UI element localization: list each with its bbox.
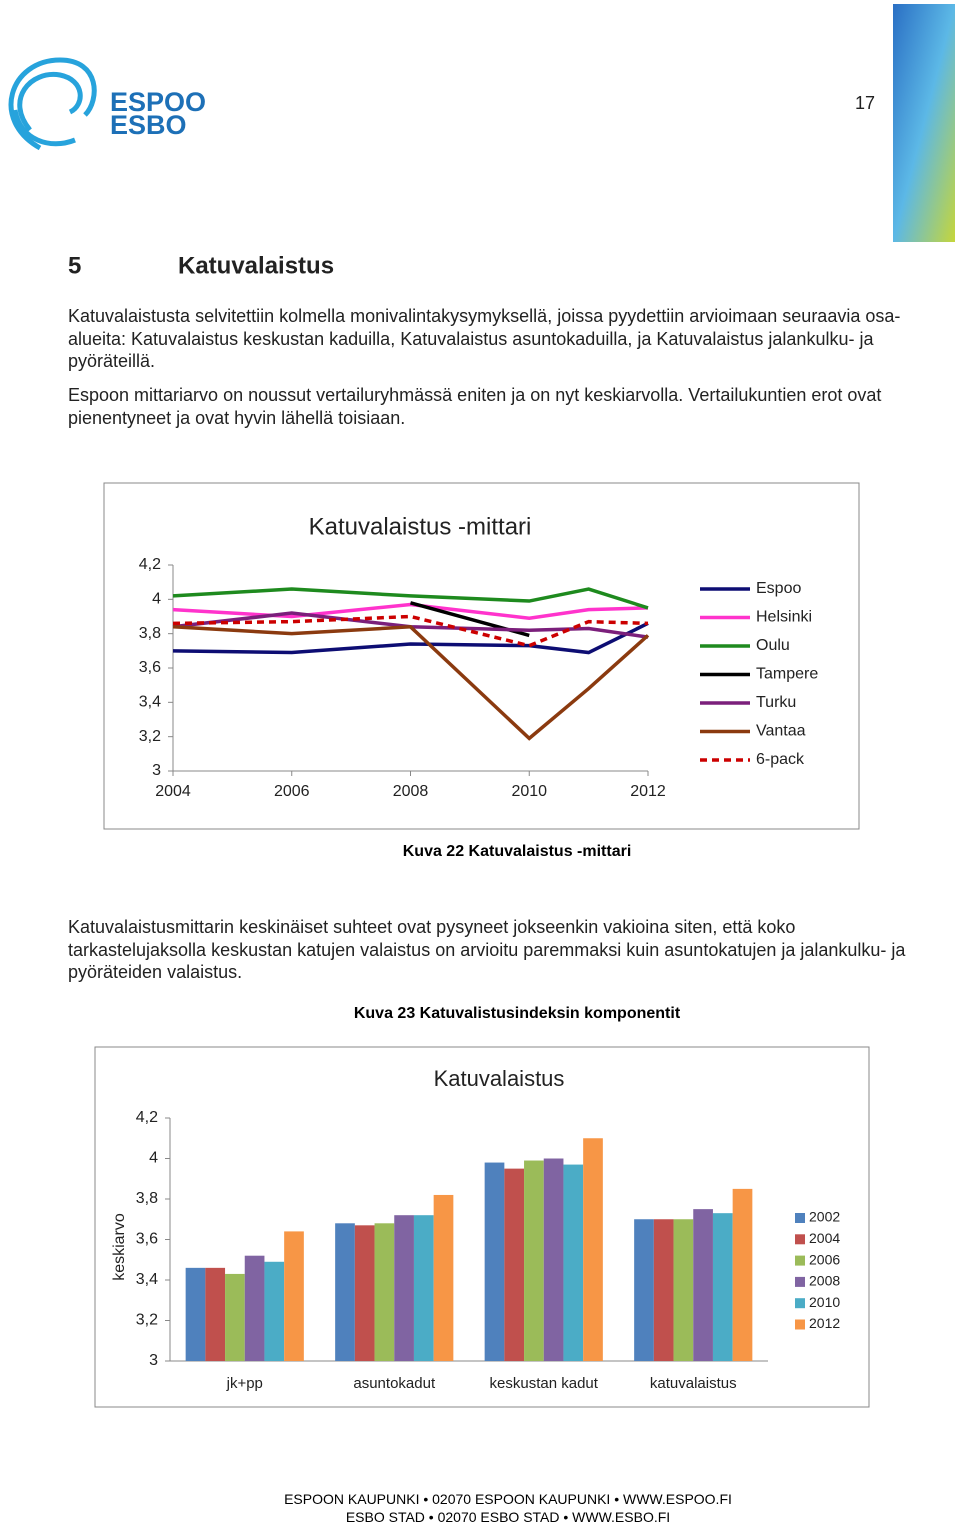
- header-image: [893, 4, 955, 242]
- bar: [374, 1223, 395, 1361]
- bar: [653, 1219, 674, 1361]
- y-tick-label: 3,8: [136, 1190, 158, 1207]
- bar: [264, 1261, 285, 1361]
- bar: [543, 1158, 564, 1361]
- y-tick-label: 3,6: [136, 1231, 158, 1248]
- legend-label: Turku: [756, 694, 796, 711]
- legend-swatch: [795, 1213, 805, 1223]
- legend-label: Vantaa: [756, 723, 806, 740]
- legend-label: 6-pack: [756, 751, 805, 768]
- y-axis-label: keskiarvo: [111, 1213, 128, 1281]
- y-tick-label: 3: [152, 762, 161, 779]
- legend-swatch: [795, 1234, 805, 1245]
- bar: [284, 1231, 304, 1361]
- legend-label: Tampere: [756, 666, 818, 683]
- bar: [433, 1194, 454, 1361]
- caption: Kuva 22 Katuvalaistus -mittari: [402, 843, 632, 860]
- x-tick-label: 2008: [393, 783, 429, 800]
- footer-line: ESPOON KAUPUNKI • 02070 ESPOON KAUPUNKI …: [284, 1491, 732, 1507]
- y-tick-label: 3: [149, 1352, 158, 1369]
- paragraph: Katuvalaistusta selvitettiin kolmella mo…: [68, 306, 901, 371]
- legend-swatch: [795, 1319, 805, 1330]
- page-number: 17: [855, 93, 875, 113]
- x-tick-label: 2010: [511, 783, 547, 800]
- legend-label: 2004: [809, 1230, 840, 1246]
- chart-frame: [103, 482, 860, 830]
- bar: [225, 1273, 245, 1361]
- series-line: [172, 614, 649, 648]
- legend-swatch: [795, 1255, 805, 1266]
- series-line: [172, 621, 649, 655]
- bar: [413, 1215, 434, 1361]
- y-tick-label: 4,2: [139, 556, 161, 573]
- bar: [583, 1138, 603, 1361]
- chart-title: Katuvalaistus: [434, 1066, 565, 1091]
- legend-label: 2006: [809, 1251, 840, 1267]
- y-tick-label: 3,6: [139, 659, 161, 676]
- series-line: [172, 611, 649, 639]
- section-title: Katuvalaistus: [178, 252, 334, 279]
- bar: [244, 1255, 265, 1361]
- bar: [484, 1162, 505, 1361]
- paragraph: Katuvalaistusmittarin keskinäiset suhtee…: [68, 917, 906, 982]
- chart-frame: [94, 1046, 870, 1408]
- section-number: 5: [68, 252, 81, 279]
- y-tick-label: 4,2: [136, 1109, 158, 1126]
- y-tick-label: 3,2: [136, 1312, 158, 1329]
- y-tick-label: 4: [152, 591, 161, 608]
- bar: [634, 1219, 654, 1361]
- chart-title: Katuvalaistus -mittari: [309, 513, 532, 540]
- bar: [504, 1168, 525, 1361]
- x-tick-label: keskustan kadut: [490, 1375, 599, 1392]
- bar: [205, 1267, 226, 1361]
- caption: Kuva 23 Katuvalistusindeksin komponentit: [353, 1005, 681, 1022]
- logo-mark: [8, 57, 97, 151]
- x-tick-label: 2004: [155, 783, 191, 800]
- legend-swatch: [795, 1276, 805, 1287]
- x-tick-label: katuvalaistus: [650, 1375, 737, 1392]
- bar: [693, 1209, 713, 1361]
- y-tick-label: 3,2: [139, 728, 161, 745]
- footer-line: ESBO STAD • 02070 ESBO STAD • WWW.ESBO.F…: [345, 1509, 671, 1523]
- paragraph: Espoon mittariarvo on noussut vertailury…: [68, 385, 882, 428]
- y-tick-label: 3,4: [139, 694, 161, 711]
- bar: [394, 1215, 414, 1361]
- y-tick-label: 3,8: [139, 625, 161, 642]
- bar: [712, 1213, 733, 1361]
- legend-label: 2010: [809, 1294, 840, 1310]
- legend-label: 2002: [809, 1209, 840, 1225]
- x-tick-label: asuntokadut: [353, 1375, 436, 1392]
- bar: [524, 1160, 544, 1361]
- x-tick-label: 2012: [630, 783, 666, 800]
- legend-label: Oulu: [756, 637, 790, 654]
- legend-label: Espoo: [756, 580, 801, 597]
- y-tick-label: 4: [149, 1150, 158, 1167]
- legend-label: 2012: [809, 1315, 840, 1331]
- series-line: [172, 625, 650, 741]
- y-tick-label: 3,4: [136, 1271, 158, 1288]
- logo-text: ESPOO: [110, 87, 206, 117]
- bar: [732, 1188, 753, 1361]
- series-line: [172, 587, 649, 610]
- series-line: [172, 602, 649, 620]
- bar: [673, 1219, 694, 1361]
- logo-text: ESBO: [110, 110, 187, 140]
- bar: [354, 1225, 375, 1361]
- x-tick-label: 2006: [274, 783, 310, 800]
- footer: ESPOON KAUPUNKI • 02070 ESPOON KAUPUNKI …: [0, 1490, 960, 1523]
- bar: [335, 1223, 355, 1361]
- legend-swatch: [795, 1298, 805, 1309]
- bar: [185, 1267, 206, 1361]
- bar: [563, 1164, 584, 1361]
- x-tick-label: jk+pp: [226, 1375, 263, 1392]
- legend-label: 2008: [809, 1273, 840, 1289]
- legend-label: Helsinki: [756, 609, 812, 626]
